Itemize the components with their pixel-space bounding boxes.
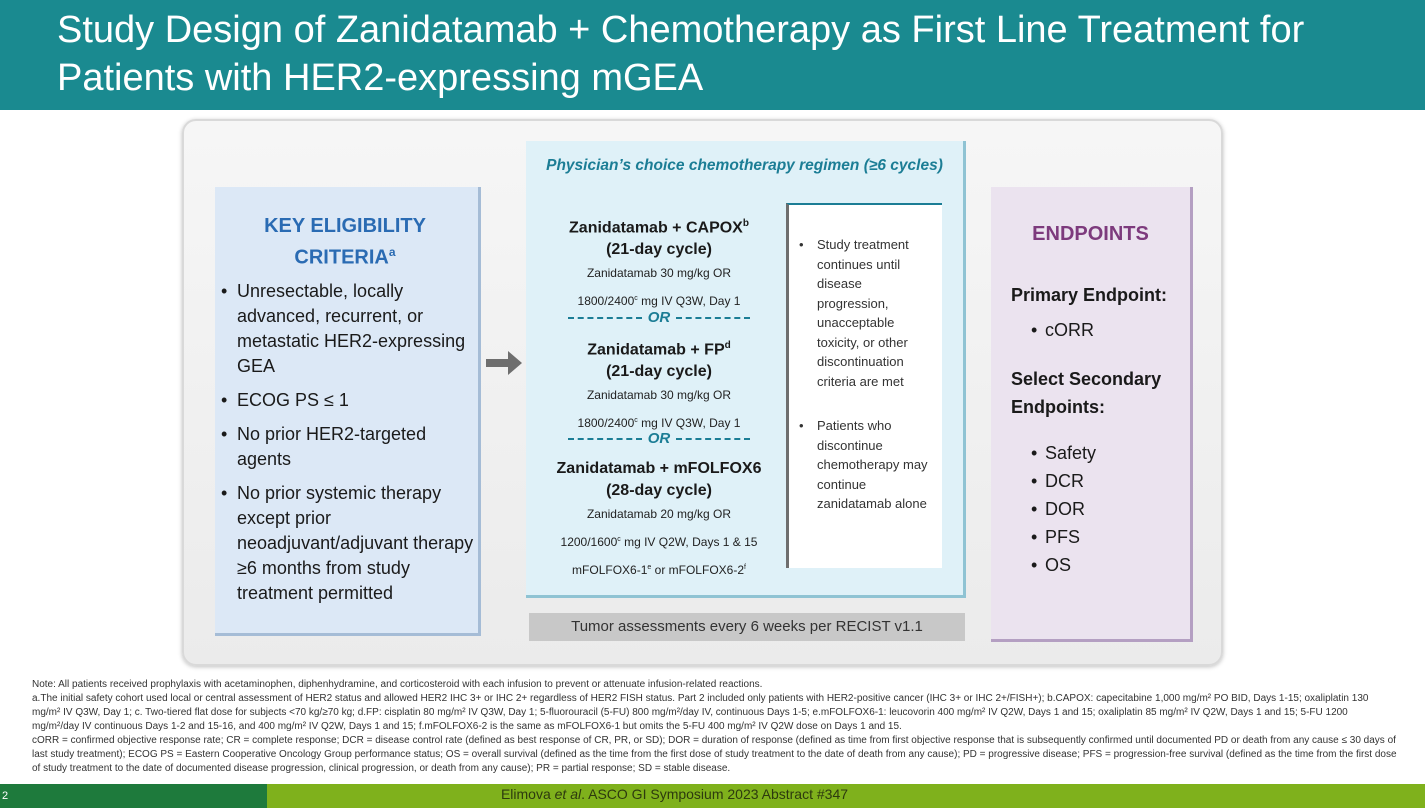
arm-dose: Zanidatamab 30 mg/kg OR [586,388,732,403]
eligibility-heading: KEY ELIGIBILITY CRITERIAa [215,213,475,271]
page-number: 2 [2,790,9,802]
arm-name: Zanidatamab + mFOLFOX6 [556,460,762,477]
dose-sup: c [617,536,621,543]
citation-text: Elimova [500,786,555,802]
endpoint-item: DCR [1031,467,1096,495]
treatment-notes-list: Study treatment continues until disease … [789,205,942,514]
dose-sup: f [744,564,746,571]
dose-text: mg IV Q2W, Days 1 & 15 [620,535,758,549]
endpoint-item: PFS [1031,523,1096,551]
dose-text: mFOLFOX6-1 [572,563,648,577]
eligibility-item: Unresectable, locally advanced, recurren… [219,279,475,379]
slide-title: Study Design of Zanidatamab + Chemothera… [57,9,1305,99]
arm-name-sup: d [724,340,731,351]
arm-cycle: (21-day cycle) [606,241,712,259]
secondary-endpoint-list: Safety DCR DOR PFS OS [1031,439,1096,579]
right-arrow-icon [486,351,522,375]
dose-sup: c [634,417,638,425]
title-bar: Study Design of Zanidatamab + Chemothera… [0,0,1425,110]
primary-endpoint-list: cORR [1031,316,1094,344]
citation-text: . ASCO GI Symposium 2023 Abstract #347 [581,786,849,802]
arm-dose: 1200/1600c mg IV Q2W, Days 1 & 15 [536,527,782,555]
endpoint-item: Safety [1031,439,1096,467]
arm-name: Zanidatamab + CAPOXb [536,213,782,239]
arm-name-text: Zanidatamab + CAPOX [569,219,743,237]
endpoints-box: ENDPOINTS Primary Endpoint: cORR Select … [991,187,1193,642]
endpoints-heading: ENDPOINTS [1032,223,1149,245]
dose-text: 1800/2400 [577,416,635,431]
eligibility-box: KEY ELIGIBILITY CRITERIAa Unresectable, … [215,187,481,636]
footer-bar: 2 Elimova et al. ASCO GI Symposium 2023 … [0,784,1425,808]
endpoint-item: cORR [1031,316,1094,344]
dose-text: mg IV Q3W, Day 1 [637,416,741,431]
treatment-note: Study treatment continues until disease … [797,235,936,391]
treatment-notes-box: Study treatment continues until disease … [786,203,942,568]
footnote-note: Note: All patients received prophylaxis … [32,679,763,690]
endpoint-item: DOR [1031,495,1096,523]
regimen-arm-mfolfox6: Zanidatamab + mFOLFOX6 (28-day cycle) Za… [536,458,782,583]
footer-citation: Elimova et al. ASCO GI Symposium 2023 Ab… [267,786,1082,802]
eligibility-heading-sup: a [388,245,396,259]
eligibility-heading-text: KEY ELIGIBILITY CRITERIA [264,215,426,269]
arm-dose: Zanidatamab 30 mg/kg OR [586,266,732,281]
or-divider: OR [536,309,782,326]
regimen-arm-fp: Zanidatamab + FPd (21-day cycle) Zanidat… [536,335,782,436]
arm-name-text: Zanidatamab + FP [587,341,725,359]
dose-text: 1200/1600 [560,535,618,549]
arm-dose: Zanidatamab 20 mg/kg OR [586,507,732,521]
dose-sup: e [647,564,652,571]
footnote-a: a.The initial safety cohort used local o… [32,693,1369,732]
endpoint-item: OS [1031,551,1096,579]
footnotes: Note: All patients received prophylaxis … [32,678,1397,776]
or-label: OR [647,430,671,447]
dose-sup: c [634,295,638,303]
dose-text: 1800/2400 [577,294,635,309]
treatment-note: Patients who discontinue chemotherapy ma… [797,416,936,514]
secondary-endpoints-label: Select Secondary Endpoints: [1011,369,1162,417]
footer-page-block: 2 [0,784,267,808]
arm-name-sup: b [742,218,749,229]
tumor-assessment-bar: Tumor assessments every 6 weeks per RECI… [529,613,965,641]
arm-dose: 1800/2400c mg IV Q3W, Day 1 [536,408,782,436]
footnote-abbreviations: cORR = confirmed objective response rate… [32,735,1397,774]
primary-endpoint-label: Primary Endpoint: [1011,285,1168,305]
arm-cycle: (28-day cycle) [606,482,712,499]
dose-text: or mFOLFOX6-2 [651,563,744,577]
eligibility-list: Unresectable, locally advanced, recurren… [219,279,475,615]
eligibility-item: No prior HER2-targeted agents [219,422,475,472]
or-label: OR [647,309,671,326]
arm-dose: 1800/2400c mg IV Q3W, Day 1 [536,286,782,314]
citation-italic: et al [554,786,582,802]
arm-cycle: (21-day cycle) [606,363,712,381]
regimen-heading: Physician’s choice chemotherapy regimen … [546,157,943,174]
arm-name: Zanidatamab + FPd [536,335,782,361]
or-divider: OR [536,430,782,447]
eligibility-item: No prior systemic therapy except prior n… [219,481,475,606]
dose-text: mg IV Q3W, Day 1 [637,294,741,309]
regimen-arm-capox: Zanidatamab + CAPOXb (21-day cycle) Zani… [536,213,782,314]
arm-dose: mFOLFOX6-1e or mFOLFOX6-2f [536,555,782,583]
eligibility-item: ECOG PS ≤ 1 [219,388,475,413]
